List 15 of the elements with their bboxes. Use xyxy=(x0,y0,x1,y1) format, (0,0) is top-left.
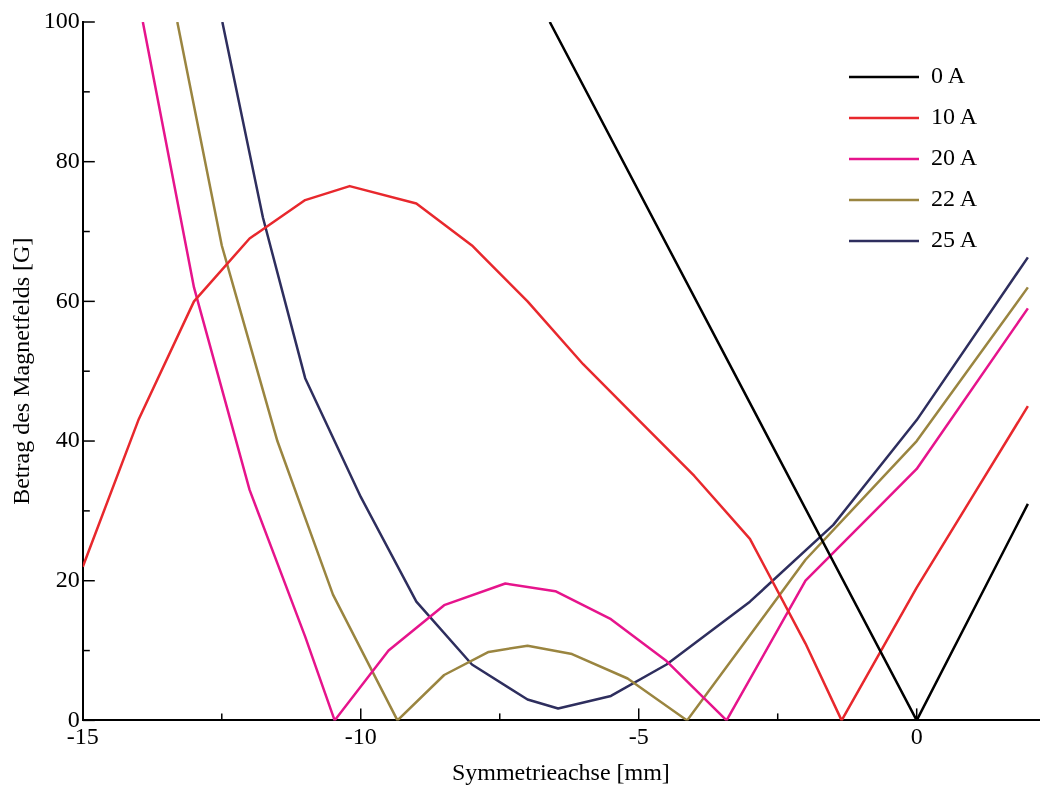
legend-label: 25 A xyxy=(931,226,978,253)
y-tick-label: 60 xyxy=(55,286,80,313)
legend-label: 10 A xyxy=(931,103,978,130)
x-tick-label: 0 xyxy=(910,723,923,750)
legend-label: 20 A xyxy=(931,144,978,171)
y-tick-label: 40 xyxy=(55,426,80,453)
y-axis-title: Betrag des Magnetfelds [G] xyxy=(7,237,34,505)
legend-label: 22 A xyxy=(931,185,978,212)
y-tick-label: 80 xyxy=(55,146,80,173)
legend-label: 0 A xyxy=(931,62,966,89)
y-tick-label: 20 xyxy=(55,566,80,593)
y-tick-label: 100 xyxy=(43,7,80,34)
x-axis-title: Symmetrieachse [mm] xyxy=(451,758,670,785)
x-tick-label: -5 xyxy=(628,723,649,750)
x-tick-label: -10 xyxy=(344,723,377,750)
